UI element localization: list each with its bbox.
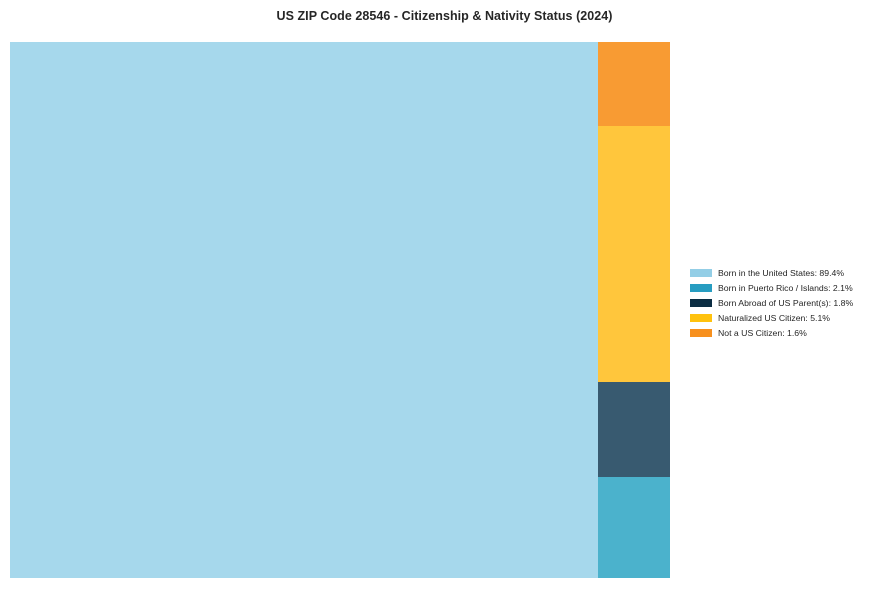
legend-swatch-icon: [690, 313, 712, 322]
treemap-plot-area: [10, 42, 670, 578]
legend-swatch-icon: [690, 283, 712, 292]
legend-item[interactable]: Born in the United States: 89.4%: [690, 265, 880, 280]
treemap-tile[interactable]: [597, 125, 670, 382]
legend-item-label: Born in the United States: 89.4%: [718, 267, 845, 278]
legend-item[interactable]: Born in Puerto Rico / Islands: 2.1%: [690, 280, 880, 295]
legend-item-label: Naturalized US Citizen: 5.1%: [718, 312, 831, 323]
legend-item-label: Not a US Citizen: 1.6%: [718, 327, 807, 338]
legend-item[interactable]: Not a US Citizen: 1.6%: [690, 325, 880, 340]
legend-swatch-icon: [690, 328, 712, 337]
treemap-tile[interactable]: [10, 42, 598, 578]
legend-swatch-icon: [690, 268, 712, 277]
legend-item-label: Born Abroad of US Parent(s): 1.8%: [718, 297, 854, 308]
treemap-tile[interactable]: [597, 476, 670, 578]
legend-item[interactable]: Born Abroad of US Parent(s): 1.8%: [690, 295, 880, 310]
legend-item[interactable]: Naturalized US Citizen: 5.1%: [690, 310, 880, 325]
chart-legend: Born in the United States: 89.4% Born in …: [690, 265, 880, 340]
page-title: US ZIP Code 28546 - Citizenship & Nativi…: [276, 9, 613, 23]
treemap-tile[interactable]: [597, 42, 670, 126]
legend-item-label: Born in Puerto Rico / Islands: 2.1%: [718, 282, 853, 293]
legend-swatch-icon: [690, 298, 712, 307]
treemap-tile[interactable]: [597, 381, 670, 477]
